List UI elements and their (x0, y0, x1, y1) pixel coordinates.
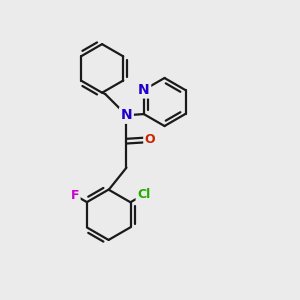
Text: O: O (145, 133, 155, 146)
Text: N: N (121, 108, 132, 122)
Text: N: N (138, 83, 150, 97)
Text: Cl: Cl (137, 188, 150, 201)
Text: F: F (70, 189, 79, 202)
